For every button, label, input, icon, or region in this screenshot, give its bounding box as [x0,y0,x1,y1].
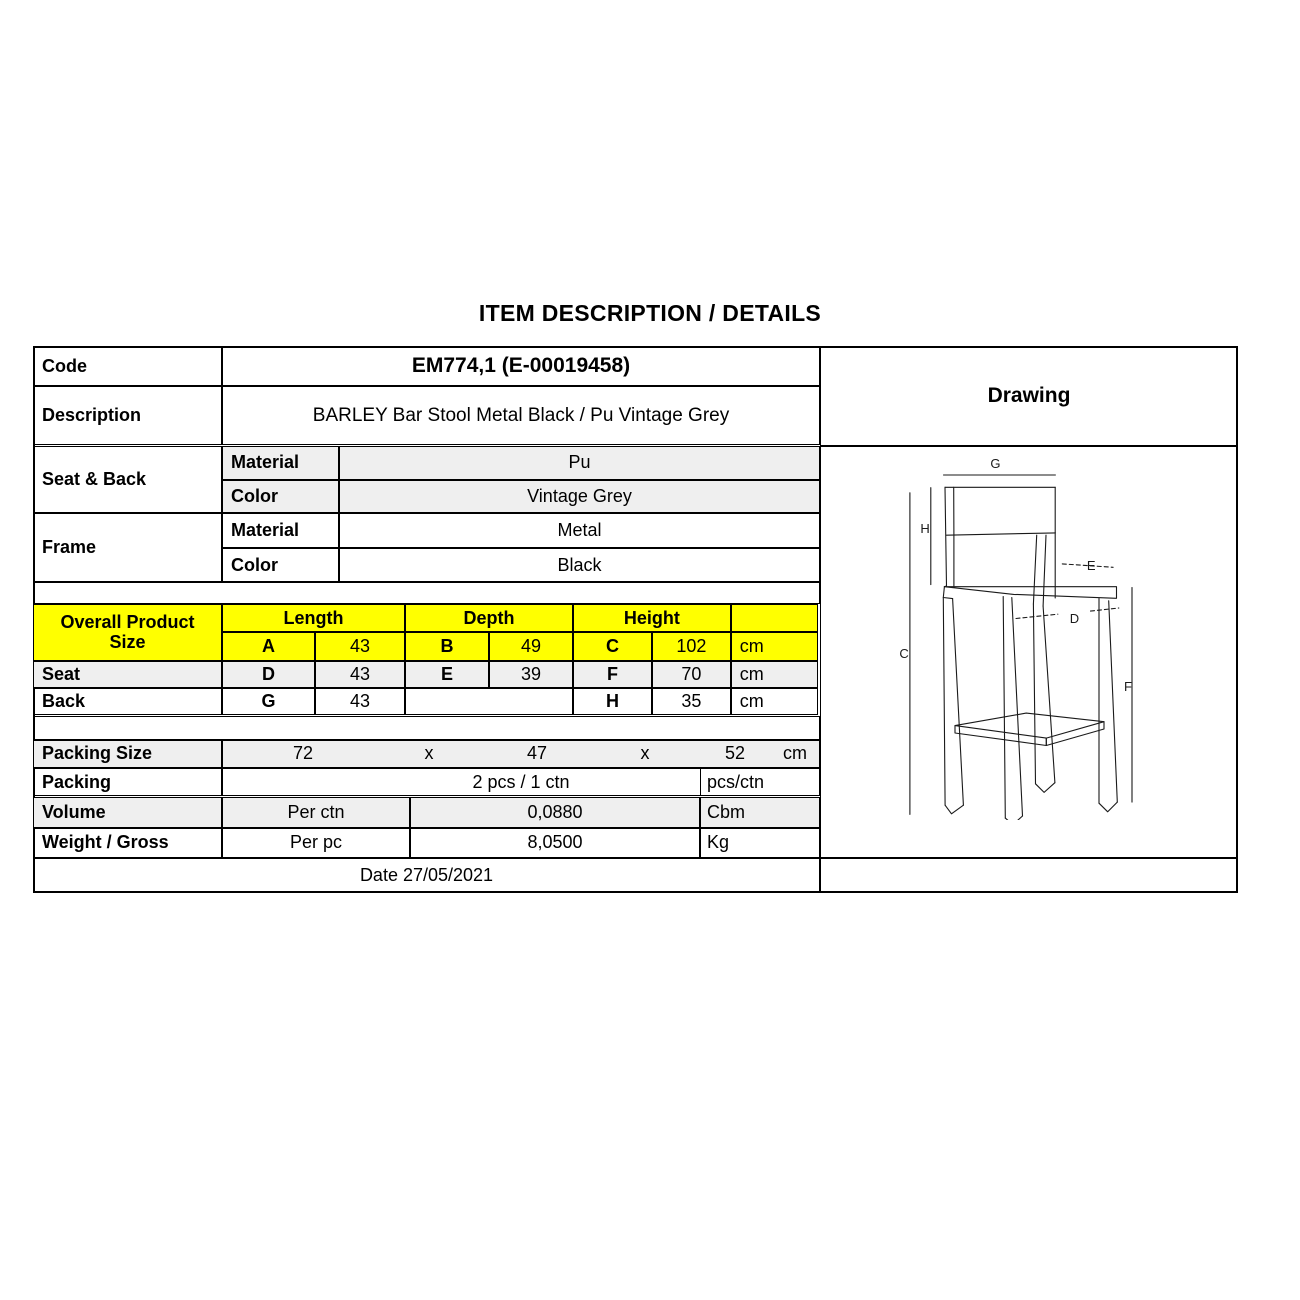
svg-text:E: E [1087,558,1096,573]
svg-text:G: G [990,456,1000,471]
svg-text:H: H [920,521,929,536]
svg-text:C: C [899,646,908,661]
svg-text:F: F [1124,679,1132,694]
svg-text:D: D [1070,611,1079,626]
